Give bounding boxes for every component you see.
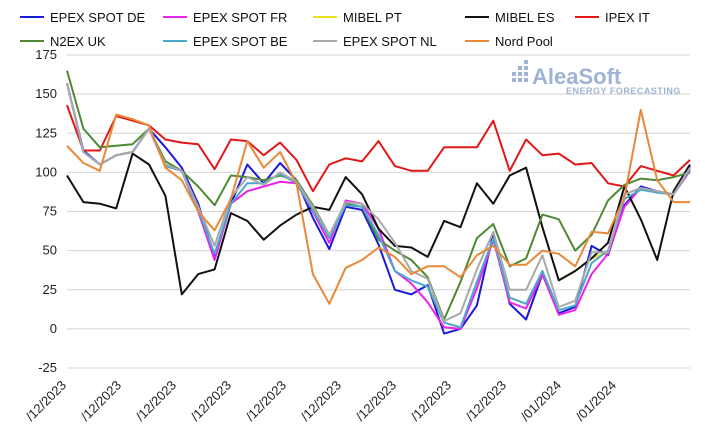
x-tick-label: /01/2024 [573,378,619,424]
x-tick-label: /01/2024 [518,378,564,424]
legend-item: MIBEL ES [465,10,555,25]
series-line-n2ex-uk [66,70,691,321]
x-tick-label: /12/2023 [243,378,289,424]
y-tick-label: 100 [35,164,57,179]
legend-item: Nord Pool [465,34,553,49]
aleasoft-watermark: AleaSoft ENERGY FORECASTING [512,60,681,96]
legend-item: IPEX IT [575,10,650,25]
y-tick-label: 125 [35,125,57,140]
x-tick-label: /12/2023 [23,378,69,424]
legend-label: Nord Pool [495,34,553,49]
series-line-epex-spot-fr [66,82,691,330]
legend-label: EPEX SPOT DE [50,10,145,25]
x-tick-label: /12/2023 [188,378,234,424]
legend-label: N2EX UK [50,34,106,49]
legend-label: EPEX SPOT NL [343,34,437,49]
legend-label: MIBEL ES [495,10,555,25]
x-axis: /12/2023/12/2023/12/2023/12/2023/12/2023… [23,378,619,424]
aleasoft-logo-icon [512,60,528,82]
y-tick-label: 50 [43,243,57,258]
legend-label: EPEX SPOT FR [193,10,287,25]
legend-label: EPEX SPOT BE [193,34,288,49]
chart-series [66,70,691,335]
x-tick-label: /12/2023 [298,378,344,424]
y-tick-label: 25 [43,282,57,297]
chart-gridlines [67,54,690,369]
y-tick-label: 75 [43,204,57,219]
y-tick-label: -25 [38,360,57,375]
y-tick-label: 175 [35,47,57,62]
watermark-tagline: ENERGY FORECASTING [566,86,681,96]
x-tick-label: /12/2023 [353,378,399,424]
legend-label: IPEX IT [605,10,650,25]
chart-legend: EPEX SPOT DE EPEX SPOT FR MIBEL PT MIBEL ES… [20,10,650,49]
series-line-mibel-es [66,152,691,296]
y-tick-label: 150 [35,86,57,101]
watermark-brand: AleaSoft [532,64,622,89]
legend-item: N2EX UK [20,34,106,49]
series-line-ipex-it [66,104,691,193]
y-tick-label: 0 [50,321,57,336]
series-line-epex-spot-be [66,82,691,329]
x-tick-label: /12/2023 [78,378,124,424]
legend-item: EPEX SPOT NL [313,34,437,49]
x-tick-label: /12/2023 [463,378,509,424]
x-tick-label: /12/2023 [408,378,454,424]
y-axis: -25 0 25 50 75 100 125 150 175 [35,47,57,375]
series-line-nord-pool [66,108,690,305]
x-tick-label: /12/2023 [133,378,179,424]
legend-item: MIBEL PT [313,10,402,25]
series-line-epex-spot-nl [66,82,691,323]
series-line-epex-spot-de [66,82,691,335]
legend-label: MIBEL PT [343,10,402,25]
legend-item: EPEX SPOT BE [163,34,288,49]
legend-item: EPEX SPOT DE [20,10,145,25]
legend-item: EPEX SPOT FR [163,10,287,25]
